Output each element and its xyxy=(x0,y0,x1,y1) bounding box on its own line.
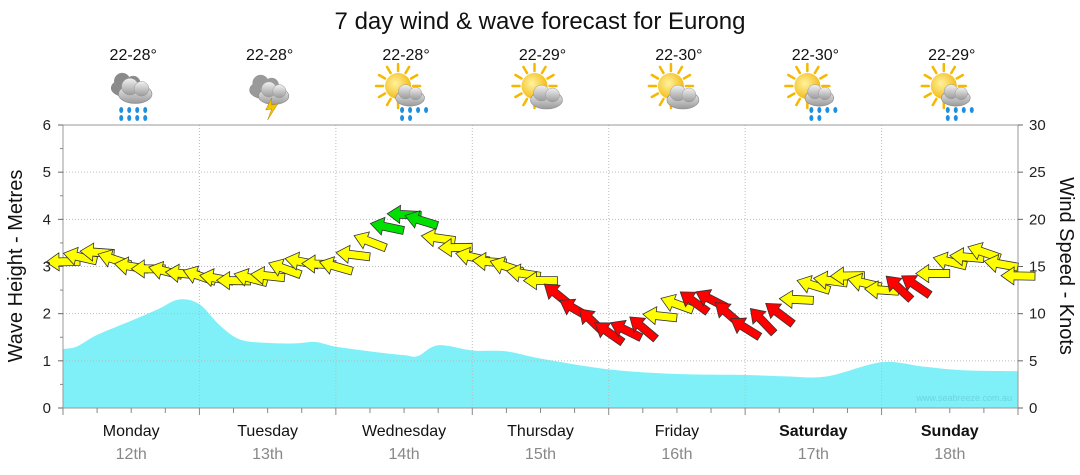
y-axis-right: 0 5 10 15 20 25 30 xyxy=(1018,117,1046,417)
day-name: Monday xyxy=(103,423,160,440)
wave-height-area xyxy=(63,299,1018,408)
day-date: 14th xyxy=(389,446,420,463)
y-tick-label: 5 xyxy=(43,164,51,181)
day-name: Sunday xyxy=(921,423,979,440)
y2-tick-label: 5 xyxy=(1029,353,1037,370)
wind-arrow xyxy=(594,322,626,347)
wind-arrow xyxy=(250,265,286,286)
wind-arrow xyxy=(949,247,985,267)
day-column-saturday: 22-30° Saturday 17th xyxy=(779,47,848,463)
day-columns: 22-28° Monday 12th 22-28° Tuesday 13th 22-28° W… xyxy=(103,47,979,463)
wind-arrow xyxy=(369,216,405,236)
y2-tick-label: 15 xyxy=(1029,259,1046,276)
temp-range: 22-28° xyxy=(110,47,157,64)
day-date: 16th xyxy=(661,446,692,463)
temp-range: 22-29° xyxy=(519,47,566,64)
day-date: 18th xyxy=(934,446,965,463)
wind-arrow xyxy=(885,275,915,303)
y-axis-left: 0 1 2 3 4 5 6 xyxy=(43,117,63,417)
sun-rain-icon xyxy=(374,62,429,121)
wind-arrow xyxy=(629,316,659,343)
wind-arrow xyxy=(829,266,865,286)
temp-range: 22-30° xyxy=(792,47,839,64)
y-tick-label: 0 xyxy=(43,400,51,417)
wind-arrow xyxy=(437,237,473,258)
watermark: www.seabreeze.com.au xyxy=(915,393,1012,403)
wind-arrows xyxy=(45,204,1036,347)
wind-arrow xyxy=(749,308,778,337)
wind-arrow xyxy=(660,293,695,315)
y-tick-label: 3 xyxy=(43,259,51,276)
wind-arrow xyxy=(318,256,354,276)
wind-arrow xyxy=(901,275,933,299)
chart-title: 7 day wind & wave forecast for Eurong xyxy=(335,8,746,35)
sun-rain-icon xyxy=(784,62,838,121)
wind-arrow xyxy=(268,258,303,279)
wind-arrow xyxy=(642,305,678,326)
y-axis-title-right: Wind Speed - Knots xyxy=(1055,177,1077,355)
day-date: 15th xyxy=(525,446,556,463)
day-date: 12th xyxy=(116,446,147,463)
storm-cloud-icon xyxy=(249,74,290,121)
wind-arrow xyxy=(609,319,644,342)
day-name: Wednesday xyxy=(362,423,446,440)
temp-range: 22-29° xyxy=(928,47,975,64)
wind-arrow xyxy=(1000,266,1036,286)
day-column-wednesday: 22-28° Wednesday 14th xyxy=(362,47,446,463)
y-tick-label: 4 xyxy=(43,211,51,228)
wind-arrow xyxy=(335,244,371,264)
day-column-sunday: 22-29° Sunday 18th xyxy=(920,47,979,463)
y-tick-label: 1 xyxy=(43,353,51,370)
wind-arrow xyxy=(62,246,98,266)
day-date: 13th xyxy=(252,446,283,463)
day-name: Friday xyxy=(655,423,699,440)
day-column-monday: 22-28° Monday 12th xyxy=(103,47,160,463)
wind-arrow xyxy=(932,251,968,271)
day-column-friday: 22-30° Friday 16th xyxy=(647,47,703,463)
rain-cloud-icon xyxy=(110,72,153,121)
wind-arrow xyxy=(522,270,558,291)
day-name: Saturday xyxy=(779,423,848,440)
wind-arrow xyxy=(404,210,440,230)
wind-arrow xyxy=(812,270,849,290)
wind-arrow xyxy=(765,303,796,328)
y-tick-label: 6 xyxy=(43,117,51,134)
day-name: Tuesday xyxy=(237,423,298,440)
temp-range: 22-28° xyxy=(246,47,293,64)
sun-rain-icon xyxy=(920,62,974,121)
wind-arrow xyxy=(915,263,951,284)
sun-cloud-icon xyxy=(511,62,563,110)
day-name: Thursday xyxy=(507,423,574,440)
sun-cloud-icon xyxy=(647,62,700,110)
wind-arrow xyxy=(679,291,711,316)
wind-arrow xyxy=(983,253,1019,274)
plot-area xyxy=(45,124,1036,409)
temp-range: 22-28° xyxy=(382,47,429,64)
wind-arrow xyxy=(796,274,832,295)
y-axis-title-left: Wave Height - Metres xyxy=(5,170,27,363)
day-date: 17th xyxy=(798,446,829,463)
y2-tick-label: 20 xyxy=(1029,211,1046,228)
y2-tick-label: 0 xyxy=(1029,400,1037,417)
temp-range: 22-30° xyxy=(655,47,702,64)
y2-tick-label: 10 xyxy=(1029,306,1046,323)
wind-arrow xyxy=(730,317,763,341)
y2-tick-label: 25 xyxy=(1029,164,1046,181)
day-column-thursday: 22-29° Thursday 15th xyxy=(507,47,574,463)
day-column-tuesday: 22-28° Tuesday 13th xyxy=(237,47,298,463)
y2-tick-label: 30 xyxy=(1029,117,1046,134)
y-tick-label: 2 xyxy=(43,306,51,323)
wind-arrow xyxy=(353,231,388,253)
x-minor-ticks xyxy=(62,408,1019,415)
wind-arrow xyxy=(778,289,814,310)
